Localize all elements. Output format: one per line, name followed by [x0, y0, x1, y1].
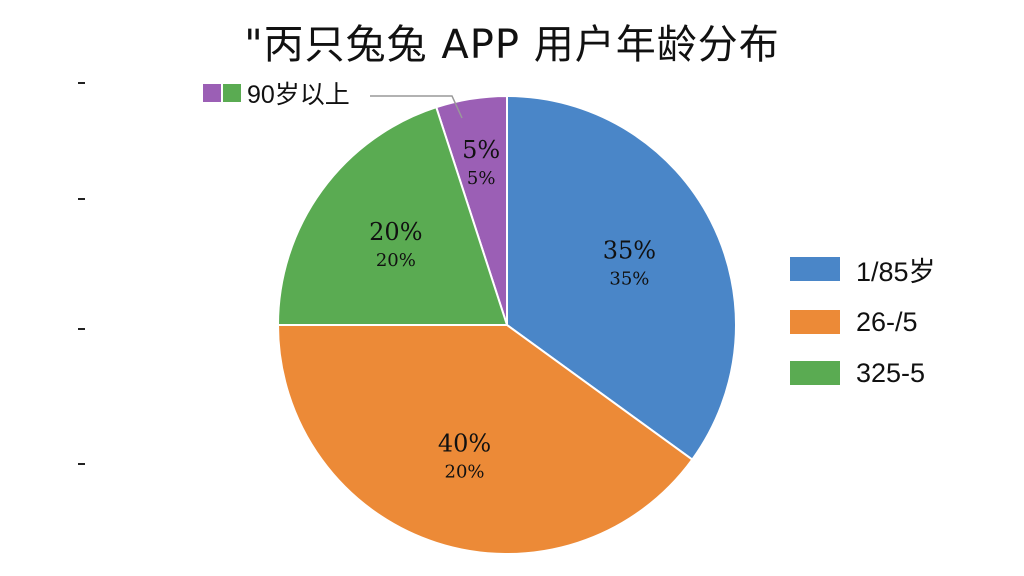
callout-label: 90岁以上 [203, 80, 350, 109]
legend-item-3: 325-5 [790, 357, 926, 388]
legend-label-2: 26-/5 [856, 306, 918, 337]
callout-swatch-green [223, 84, 241, 102]
legend-item-1: 1/85岁 [790, 255, 936, 287]
pie-slice-green [276, 105, 509, 326]
chart-title: "丙只兔兔 APP 用户年龄分布 [244, 22, 780, 68]
slice-label-green: 20% [369, 218, 422, 246]
slice-sublabel-green: 20% [376, 250, 416, 271]
legend-item-2: 26-/5 [790, 306, 918, 337]
slice-sublabel-purple: 5% [467, 168, 496, 189]
legend-label-1: 1/85岁 [856, 256, 936, 287]
slice-label-purple: 5% [462, 136, 500, 164]
axis-dash-4 [78, 463, 85, 465]
callout-swatch-purple [203, 84, 221, 102]
legend-label-3: 325-5 [856, 357, 926, 388]
axis-dash-2 [78, 198, 85, 200]
pie-slice-blue [506, 94, 737, 462]
axis-dash-3 [78, 328, 85, 330]
pie-slice-orange [276, 324, 694, 555]
slice-sublabel-orange: 20% [445, 462, 485, 483]
slice-label-blue: 35% [603, 237, 656, 265]
callout-leader-line [370, 95, 463, 119]
legend-swatch-green [790, 361, 840, 385]
legend-swatch-orange [790, 310, 840, 334]
axis-dash-1 [78, 82, 85, 84]
callout-text: 90岁以上 [247, 81, 350, 109]
legend-swatch-blue [790, 257, 840, 281]
slice-sublabel-blue: 35% [609, 269, 649, 290]
slice-label-orange: 40% [438, 430, 491, 458]
